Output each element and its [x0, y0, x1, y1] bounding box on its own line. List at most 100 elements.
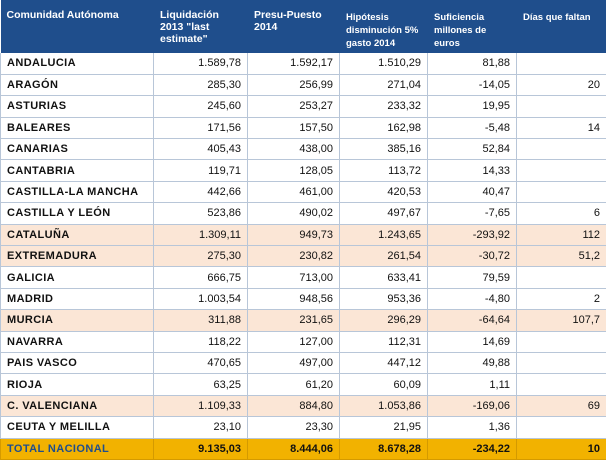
header-hipotesis: Hipótesis disminución 5% gasto 2014: [339, 0, 428, 53]
cell-suficiencia: 14,69: [427, 331, 517, 353]
cell-presupuesto: 256,99: [247, 74, 340, 97]
total-suficiencia: -234,22: [427, 438, 517, 460]
cell-dias: 14: [516, 117, 606, 140]
cell-region: CASTILLA Y LEÓN: [0, 202, 154, 225]
cell-region: GALICIA: [0, 266, 154, 289]
table-row: CANTABRIA 119,71 128,05 113,72 14,33: [0, 159, 606, 182]
cell-dias: [516, 138, 606, 161]
cell-region: BALEARES: [0, 117, 154, 140]
cell-liquidacion: 119,71: [153, 159, 248, 182]
cell-region: MURCIA: [0, 309, 154, 332]
cell-liquidacion: 1.589,78: [153, 53, 248, 75]
cell-presupuesto: 949,73: [247, 224, 340, 247]
cell-suficiencia: -14,05: [427, 74, 517, 97]
total-presupuesto: 8.444,06: [247, 438, 340, 460]
cell-presupuesto: 438,00: [247, 138, 340, 161]
cell-dias: [516, 181, 606, 204]
header-liquidacion: Liquidación 2013 "last estimate": [153, 0, 248, 53]
cell-dias: [516, 95, 606, 118]
cell-suficiencia: 40,47: [427, 181, 517, 204]
table-row: ASTURIAS 245,60 253,27 233,32 19,95: [0, 95, 606, 118]
table-row: CASTILLA Y LEÓN 523,86 490,02 497,67 -7,65 6: [0, 202, 606, 225]
cell-presupuesto: 948,56: [247, 288, 340, 311]
cell-suficiencia: 81,88: [427, 53, 517, 75]
cell-suficiencia: 14,33: [427, 159, 517, 182]
cell-suficiencia: -5,48: [427, 117, 517, 140]
header-suficiencia: Suficiencia millones de euros: [427, 0, 517, 53]
cell-liquidacion: 63,25: [153, 373, 248, 396]
cell-hipotesis: 21,95: [339, 416, 428, 439]
cell-presupuesto: 461,00: [247, 181, 340, 204]
cell-dias: 69: [516, 395, 606, 418]
cell-liquidacion: 666,75: [153, 266, 248, 289]
cell-liquidacion: 470,65: [153, 352, 248, 375]
cell-region: CEUTA Y MELILLA: [0, 416, 154, 439]
cell-region: RIOJA: [0, 373, 154, 396]
cell-presupuesto: 157,50: [247, 117, 340, 140]
cell-presupuesto: 127,00: [247, 331, 340, 353]
cell-hipotesis: 1.053,86: [339, 395, 428, 418]
header-presupuesto: Presu-Puesto 2014: [247, 0, 340, 53]
cell-presupuesto: 1.592,17: [247, 53, 340, 75]
cell-hipotesis: 60,09: [339, 373, 428, 396]
cell-dias: [516, 373, 606, 396]
cell-region: ASTURIAS: [0, 95, 154, 118]
table-row: PAIS VASCO 470,65 497,00 447,12 49,88: [0, 352, 606, 375]
table-row: ARAGÓN 285,30 256,99 271,04 -14,05 20: [0, 74, 606, 97]
cell-presupuesto: 128,05: [247, 159, 340, 182]
cell-suficiencia: -7,65: [427, 202, 517, 225]
cell-hipotesis: 497,67: [339, 202, 428, 225]
table-body: ANDALUCIA 1.589,78 1.592,17 1.510,29 81,88 AR…: [0, 53, 606, 439]
cell-suficiencia: 79,59: [427, 266, 517, 289]
cell-region: NAVARRA: [0, 331, 154, 353]
table-header: Comunidad Autónoma Liquidación 2013 "las…: [0, 0, 606, 53]
cell-hipotesis: 420,53: [339, 181, 428, 204]
cell-liquidacion: 23,10: [153, 416, 248, 439]
cell-suficiencia: -293,92: [427, 224, 517, 247]
cell-hipotesis: 1.243,65: [339, 224, 428, 247]
cell-hipotesis: 271,04: [339, 74, 428, 97]
cell-suficiencia: 19,95: [427, 95, 517, 118]
cell-hipotesis: 162,98: [339, 117, 428, 140]
cell-region: MADRID: [0, 288, 154, 311]
cell-presupuesto: 230,82: [247, 245, 340, 268]
cell-dias: [516, 53, 606, 75]
cell-dias: [516, 266, 606, 289]
table-row: NAVARRA 118,22 127,00 112,31 14,69: [0, 331, 606, 353]
cell-hipotesis: 233,32: [339, 95, 428, 118]
cell-hipotesis: 113,72: [339, 159, 428, 182]
cell-hipotesis: 447,12: [339, 352, 428, 375]
header-region: Comunidad Autónoma: [0, 0, 154, 53]
cell-dias: [516, 416, 606, 439]
cell-region: C. VALENCIANA: [0, 395, 154, 418]
cell-suficiencia: 49,88: [427, 352, 517, 375]
cell-hipotesis: 112,31: [339, 331, 428, 353]
cell-region: ANDALUCIA: [0, 53, 154, 75]
cell-dias: 51,2: [516, 245, 606, 268]
cell-hipotesis: 296,29: [339, 309, 428, 332]
table-row: RIOJA 63,25 61,20 60,09 1,11: [0, 373, 606, 396]
table-row: CASTILLA-LA MANCHA 442,66 461,00 420,53 40,4…: [0, 181, 606, 204]
cell-presupuesto: 61,20: [247, 373, 340, 396]
cell-region: CANARIAS: [0, 138, 154, 161]
cell-dias: 2: [516, 288, 606, 311]
cell-presupuesto: 497,00: [247, 352, 340, 375]
cell-dias: [516, 352, 606, 375]
cell-suficiencia: -169,06: [427, 395, 517, 418]
cell-liquidacion: 1.309,11: [153, 224, 248, 247]
cell-suficiencia: -64,64: [427, 309, 517, 332]
cell-liquidacion: 442,66: [153, 181, 248, 204]
cell-liquidacion: 275,30: [153, 245, 248, 268]
budget-table: Comunidad Autónoma Liquidación 2013 "las…: [0, 0, 606, 460]
table-row: C. VALENCIANA 1.109,33 884,80 1.053,86 -169,…: [0, 395, 606, 418]
table-row: MURCIA 311,88 231,65 296,29 -64,64 107,7: [0, 309, 606, 332]
table-row: ANDALUCIA 1.589,78 1.592,17 1.510,29 81,88: [0, 53, 606, 75]
cell-hipotesis: 633,41: [339, 266, 428, 289]
cell-suficiencia: 1,11: [427, 373, 517, 396]
cell-presupuesto: 23,30: [247, 416, 340, 439]
total-dias: 10: [516, 438, 606, 460]
cell-presupuesto: 713,00: [247, 266, 340, 289]
table-row: EXTREMADURA 275,30 230,82 261,54 -30,72 51,2: [0, 245, 606, 268]
cell-hipotesis: 953,36: [339, 288, 428, 311]
cell-presupuesto: 490,02: [247, 202, 340, 225]
